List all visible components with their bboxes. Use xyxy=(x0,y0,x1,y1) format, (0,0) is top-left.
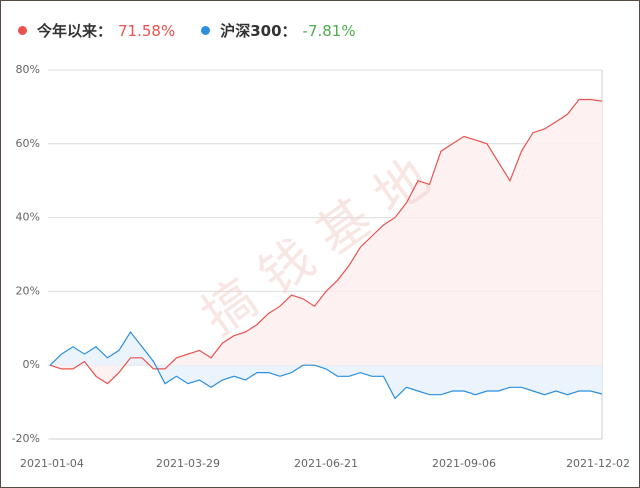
area xyxy=(50,332,602,399)
legend-item: 今年以来： 71.58% xyxy=(18,20,175,41)
y-tick-label: 80% xyxy=(16,63,40,76)
x-tick-label: 2021-09-06 xyxy=(432,457,496,470)
y-tick-label: 0% xyxy=(23,358,40,371)
y-tick-label: -20% xyxy=(12,432,40,445)
legend-name: 今年以来： xyxy=(37,22,113,40)
x-tick-label: 2021-03-29 xyxy=(156,457,220,470)
line xyxy=(49,98,603,385)
y-tick-label: 60% xyxy=(16,137,40,150)
x-tick-label: 2021-01-04 xyxy=(20,457,84,470)
legend-dot xyxy=(201,26,211,35)
line xyxy=(49,330,603,400)
legend-value: -7.81% xyxy=(302,21,356,40)
legend-item: 沪深300： -7.81% xyxy=(201,20,356,41)
y-tick-label: 20% xyxy=(16,284,40,297)
legend-dot xyxy=(18,26,27,35)
area xyxy=(50,99,602,384)
x-tick-label: 2021-06-21 xyxy=(294,457,358,470)
x-tick-label: 2021-12-02 xyxy=(566,457,630,470)
y-tick-label: 40% xyxy=(16,211,40,224)
legend-value: 71.58% xyxy=(118,21,176,40)
legend-name: 沪深300： xyxy=(220,22,297,40)
legend: 今年以来： 71.58% 沪深300： -7.81% xyxy=(18,20,356,41)
